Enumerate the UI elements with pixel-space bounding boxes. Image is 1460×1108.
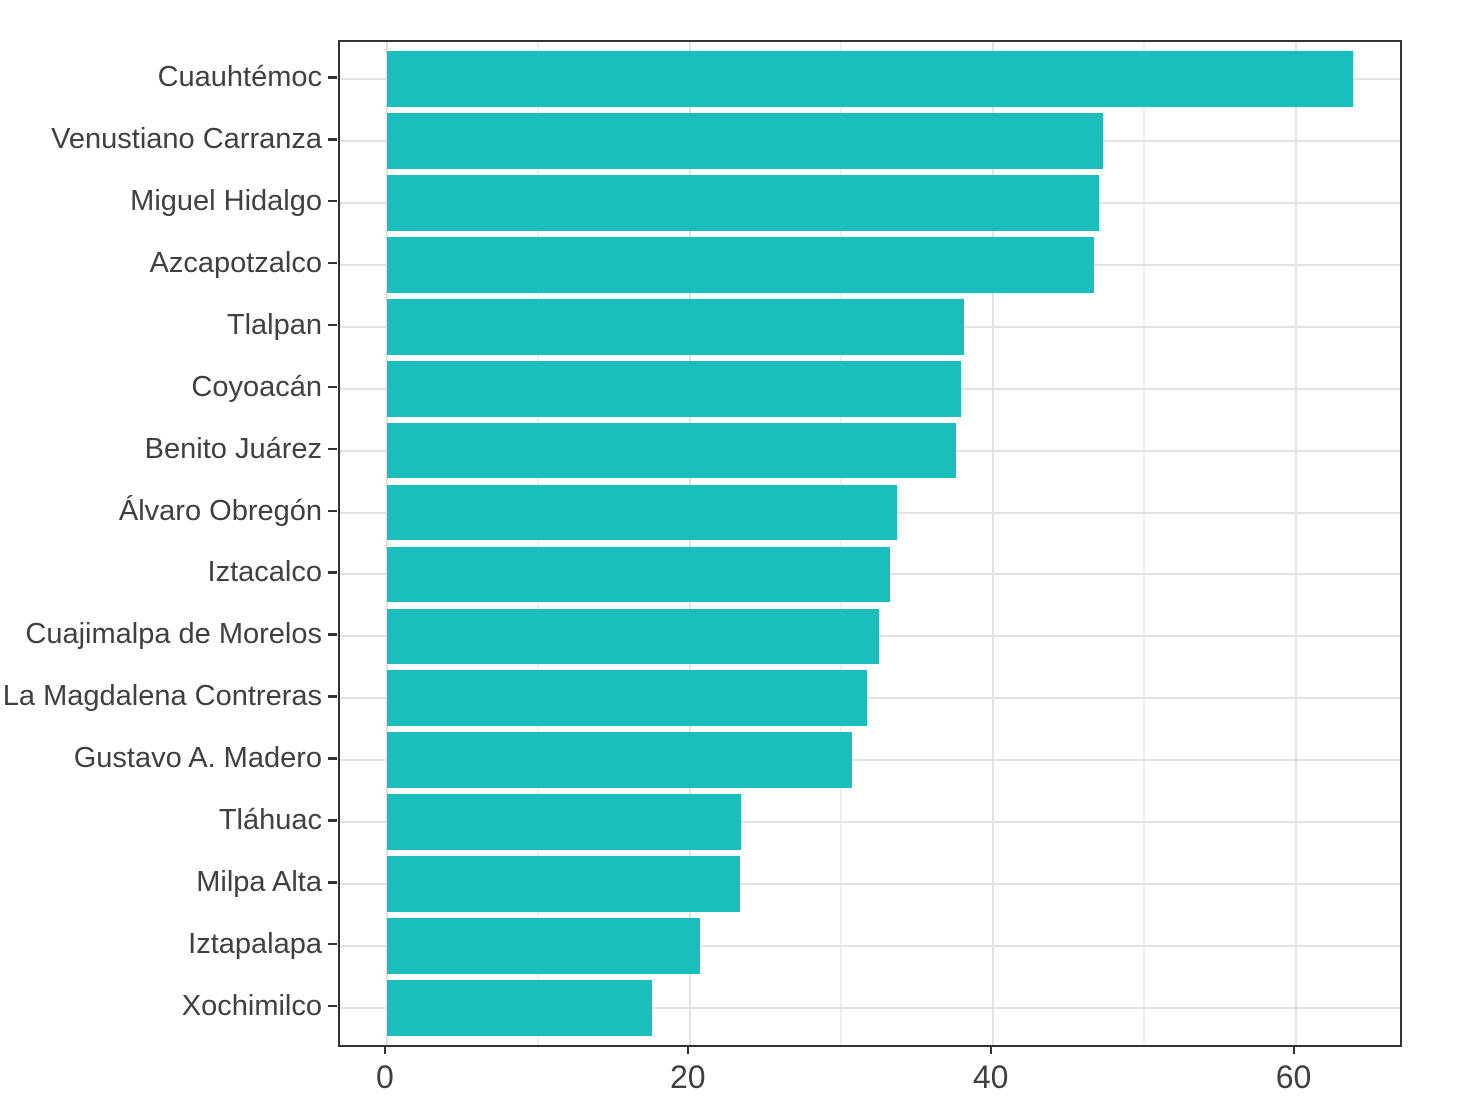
x-tick-mark [686, 1045, 690, 1054]
x-tick-mark [989, 1045, 993, 1054]
bar-venustiano-carranza [386, 113, 1104, 169]
y-tick-mark [328, 261, 337, 265]
bar--lvaro-obreg-n [386, 484, 898, 541]
y-tick-label: Miguel Hidalgo [130, 184, 322, 217]
grid-hline [340, 1006, 1400, 1009]
grid-hline [340, 759, 1400, 762]
bar-miguel-hidalgo [386, 175, 1099, 231]
y-tick-label: Iztacalco [207, 556, 322, 589]
grid-major-vline [385, 42, 388, 1045]
x-tick-label: 0 [376, 1059, 394, 1095]
grid-major-vline [1294, 42, 1297, 1045]
y-tick-label: Tláhuac [218, 804, 322, 837]
grid-hline [340, 821, 1400, 824]
bar-iztacalco [386, 546, 890, 603]
bar-xochimilco [386, 979, 652, 1036]
bar-cuauht-moc [386, 51, 1354, 107]
x-tick-label: 20 [670, 1059, 706, 1095]
y-tick-mark [328, 323, 337, 327]
x-tick-mark [1292, 1045, 1295, 1054]
y-tick-label: La Magdalena Contreras [2, 680, 322, 713]
grid-minor-vline [1143, 42, 1146, 1045]
y-tick-mark [328, 199, 337, 203]
y-tick-mark [328, 942, 337, 946]
y-tick-mark [328, 881, 337, 884]
grid-major-vline [688, 42, 691, 1045]
bar-iztapalapa [386, 918, 701, 974]
grid-hline [340, 883, 1400, 886]
bar-tl-huac [386, 794, 742, 850]
y-tick-label: Gustavo A. Madero [73, 742, 322, 775]
bar-tlalpan [386, 298, 964, 355]
x-tick-mark [383, 1045, 387, 1054]
y-tick-label: Cuajimalpa de Morelos [25, 618, 322, 651]
y-tick-label: Cuauhtémoc [157, 61, 322, 94]
y-tick-mark [328, 819, 337, 822]
y-tick-label: Milpa Alta [196, 866, 322, 899]
y-tick-label: Benito Juárez [144, 432, 322, 465]
plot-panel [338, 40, 1402, 1047]
bar-milpa-alta [386, 856, 740, 912]
y-tick-label: Tlalpan [226, 308, 322, 341]
x-tick-label: 60 [1275, 1059, 1312, 1095]
y-tick-mark [328, 1004, 337, 1008]
y-tick-mark [328, 447, 337, 451]
y-tick-mark [328, 138, 337, 141]
y-tick-label: Álvaro Obregón [118, 494, 322, 527]
bar-cuajimalpa-de-morelos [386, 608, 880, 665]
y-tick-mark [328, 571, 337, 574]
bar-azcapotzalco [386, 237, 1095, 293]
y-tick-label: Coyoacán [191, 370, 322, 403]
y-tick-mark [328, 757, 337, 760]
y-tick-label: Azcapotzalco [149, 246, 323, 279]
bar-benito-ju-rez [386, 422, 957, 479]
y-tick-mark [328, 76, 337, 79]
y-tick-mark [328, 385, 337, 389]
x-tick-label: 40 [972, 1059, 1009, 1095]
y-tick-mark [328, 633, 337, 636]
y-tick-label: Iztapalapa [188, 927, 322, 960]
grid-major-vline [991, 42, 994, 1045]
grid-hline [340, 697, 1400, 700]
y-tick-mark [328, 695, 337, 698]
y-tick-label: Xochimilco [181, 989, 322, 1022]
bar-la-magdalena-contreras [386, 670, 867, 727]
y-tick-mark [328, 509, 337, 513]
bar-gustavo-a-madero [386, 732, 852, 789]
grid-hline [340, 944, 1400, 947]
grid-minor-vline [840, 42, 843, 1045]
grid-minor-vline [537, 42, 540, 1045]
y-tick-label: Venustiano Carranza [51, 123, 322, 156]
bar-coyoac-n [386, 360, 961, 417]
